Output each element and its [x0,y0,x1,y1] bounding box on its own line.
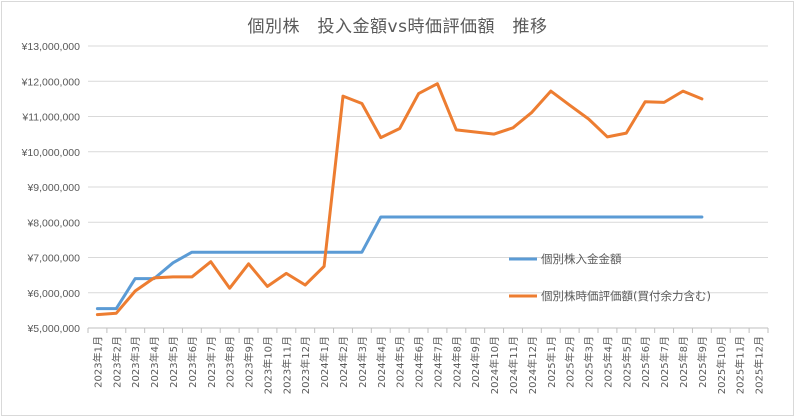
x-tick-label: 2023年6月 [186,336,199,388]
x-tick-label: 2025年12月 [753,336,766,394]
valuation-series-line [95,82,704,317]
y-tick-label: ¥6,000,000 [26,288,80,300]
x-tick-label: 2024年7月 [431,336,444,388]
x-tick-label: 2025年10月 [715,336,728,394]
x-tick-label: 2024年9月 [469,336,482,388]
x-tick-label: 2024年3月 [356,336,369,388]
x-tick-label: 2023年8月 [224,336,237,388]
x-tick-label: 2023年11月 [280,336,293,394]
x-tick-label: 2025年7月 [658,336,671,388]
x-axis: 2023年1月 2023年2月 2023年3月 2023年4月 2023年5月 2023年… [87,328,769,394]
x-tick-label: 2025年4月 [601,336,614,388]
x-tick-label: 2024年1月 [318,336,331,388]
x-tick-label: 2023年2月 [110,336,123,388]
x-tick-label: 2023年12月 [299,336,312,394]
chart-title: 個別株 投入金額vs時価評価額 推移 [247,17,548,37]
y-axis: ¥5,000,000 ¥6,000,000 ¥7,000,000 ¥8,000,000… [21,41,81,335]
y-tick-label: ¥13,000,000 [21,41,81,53]
legend-label: 個別株時価評価額(買付余力含む) [541,289,711,303]
x-tick-label: 2024年6月 [413,336,426,388]
x-tick-label: 2025年6月 [639,336,652,388]
y-tick-label: ¥5,000,000 [26,323,80,335]
x-tick-label: 2024年12月 [526,336,539,394]
x-tick-label: 2025年5月 [620,336,633,388]
series-lines [95,82,704,317]
y-tick-label: ¥12,000,000 [21,76,81,88]
gridlines [88,45,768,329]
x-tick-label: 2023年3月 [129,336,142,388]
x-tick-label: 2025年1月 [545,336,558,388]
y-tick-label: ¥8,000,000 [26,217,80,229]
x-tick-label: 2024年8月 [450,336,463,388]
x-tick-label: 2024年10月 [488,336,501,394]
y-tick-label: ¥7,000,000 [26,253,80,265]
x-tick-label: 2023年1月 [91,336,104,388]
x-tick-label: 2024年2月 [337,336,350,388]
x-tick-label: 2025年3月 [583,336,596,388]
x-tick-label: 2025年8月 [677,336,690,388]
legend-label: 個別株入金金額 [541,252,622,266]
x-tick-label: 2025年9月 [696,336,709,388]
y-tick-label: ¥10,000,000 [21,147,81,159]
x-tick-label: 2023年4月 [148,336,161,388]
x-tick-label: 2023年7月 [205,336,218,388]
y-tick-label: ¥11,000,000 [21,112,80,124]
investment-series-line [95,215,704,311]
x-tick-label: 2025年2月 [564,336,577,388]
x-tick-label: 2024年5月 [394,336,407,388]
x-tick-label: 2024年11月 [507,336,520,394]
x-tick-label: 2023年10月 [261,336,274,394]
x-tick-label: 2025年11月 [734,336,747,394]
x-tick-label: 2023年5月 [167,336,180,388]
y-tick-label: ¥9,000,000 [26,182,80,194]
x-tick-label: 2023年9月 [243,336,256,388]
x-tick-label: 2024年4月 [375,336,388,388]
